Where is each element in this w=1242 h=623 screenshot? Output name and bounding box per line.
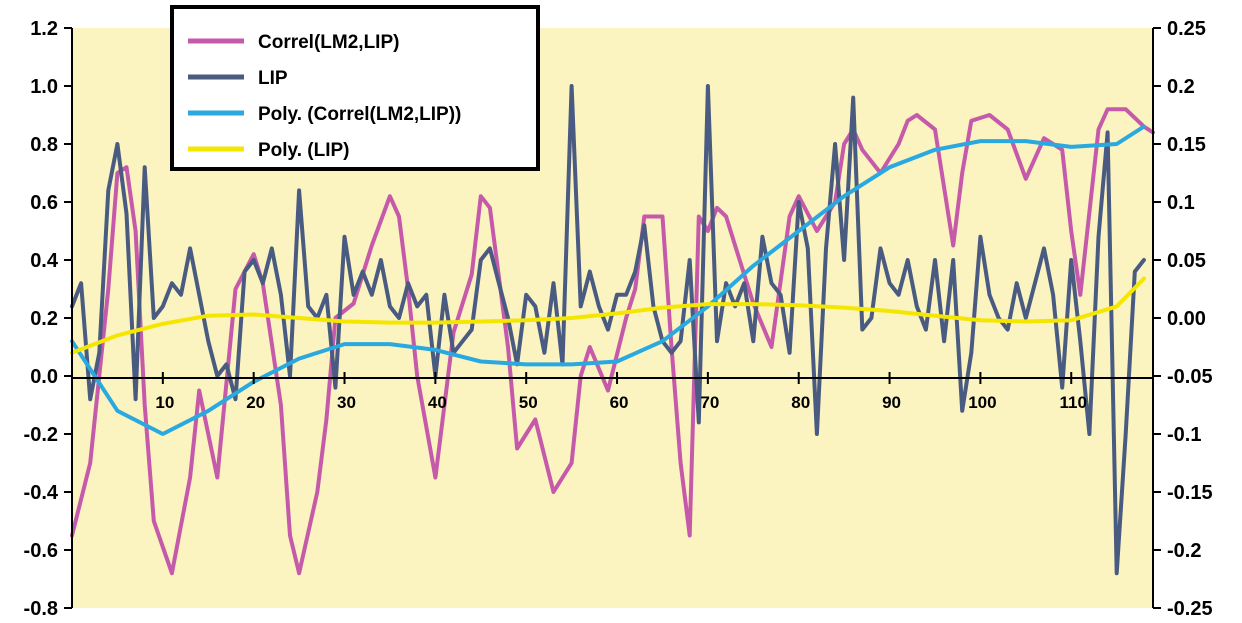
y-tick-label-right: 0.1 xyxy=(1167,192,1195,214)
y-tick-label-right: -0.2 xyxy=(1167,540,1201,562)
y-tick-label-left: -0.2 xyxy=(24,424,58,446)
x-tick-label: 100 xyxy=(968,393,996,412)
y-tick-label-right: 0.15 xyxy=(1167,134,1206,156)
x-tick-label: 50 xyxy=(519,393,538,412)
x-tick-label: 90 xyxy=(882,393,901,412)
x-tick-label: 40 xyxy=(428,393,447,412)
y-tick-label-left: 1.2 xyxy=(30,18,58,40)
legend-label: LIP xyxy=(258,68,288,89)
y-tick-label-left: -0.4 xyxy=(24,482,59,504)
x-tick-label: 20 xyxy=(246,393,265,412)
y-tick-label-left: 0.8 xyxy=(30,134,58,156)
x-tick-label: 110 xyxy=(1060,393,1087,412)
y-tick-label-left: 0.0 xyxy=(30,366,58,388)
y-tick-label-right: -0.1 xyxy=(1167,424,1201,446)
y-tick-label-left: 0.4 xyxy=(30,250,59,272)
y-tick-label-right: 0.05 xyxy=(1167,250,1206,272)
y-tick-label-left: -0.6 xyxy=(24,540,58,562)
legend-box xyxy=(170,5,540,171)
series-line-2 xyxy=(70,84,1146,576)
y-tick-label-right: -0.15 xyxy=(1167,482,1213,504)
x-tick-label: 80 xyxy=(791,393,810,412)
axes-layer: 1.2 1.0 0.8 0.6 0.4 0.2 0.0 -0.2 -0.4 -0.6 -0.8 0.2… xyxy=(24,18,1213,620)
x-tick-label: 60 xyxy=(610,393,629,412)
y-tick-label-right: 0.25 xyxy=(1167,18,1206,40)
y-tick-label-right: -0.05 xyxy=(1167,366,1213,388)
y-tick-label-right: -0.25 xyxy=(1167,598,1213,620)
y-tick-label-right: 0.00 xyxy=(1167,308,1206,330)
legend: Correl(LM2,LIP) LIP Poly. (Correl(LM2,LIP)… xyxy=(170,5,540,171)
legend-label: Poly. (Correl(LM2,LIP)) xyxy=(258,104,461,125)
y-tick-label-left: -0.8 xyxy=(24,598,58,620)
legend-label: Poly. (LIP) xyxy=(258,140,349,161)
y-tick-label-left: 1.0 xyxy=(30,76,58,98)
x-tick-label: 10 xyxy=(155,393,174,412)
legend-label: Correl(LM2,LIP) xyxy=(258,32,399,53)
series-line-4 xyxy=(70,276,1146,355)
y-tick-label-left: 0.6 xyxy=(30,192,58,214)
y-tick-label-left: 0.2 xyxy=(30,308,58,330)
x-tick-label: 70 xyxy=(700,393,719,412)
y-tick-label-right: 0.2 xyxy=(1167,76,1195,98)
x-tick-label: 30 xyxy=(337,393,356,412)
